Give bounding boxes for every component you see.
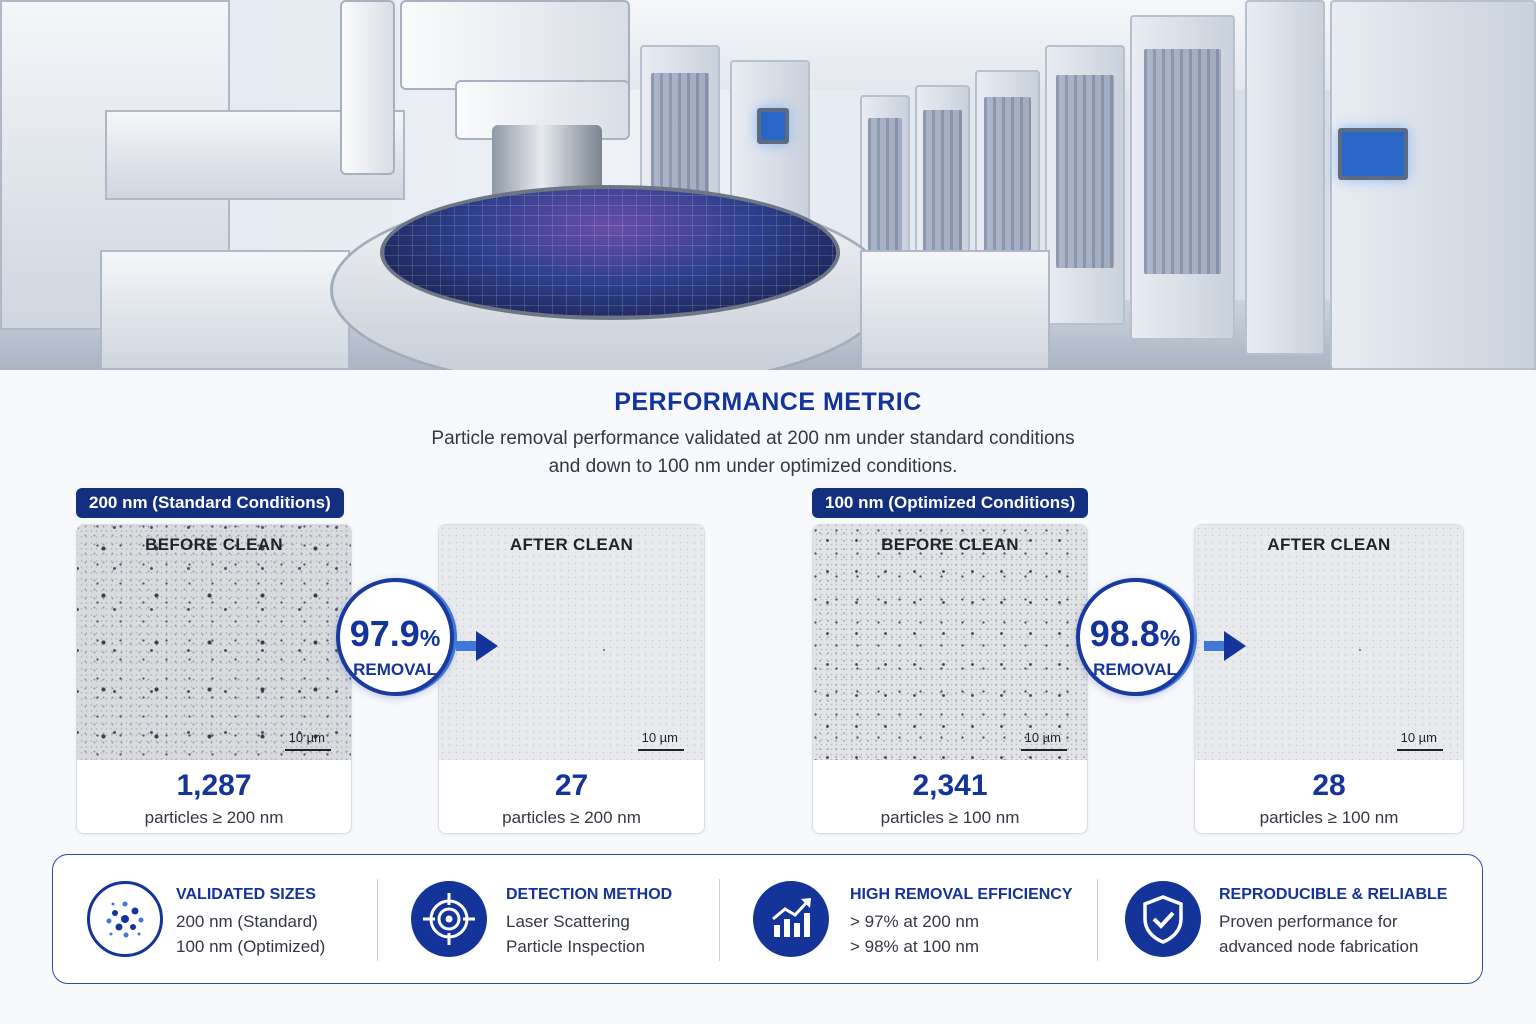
feature-text: 200 nm (Standard) — [176, 912, 318, 931]
equipment-cabinet — [1330, 0, 1536, 370]
scale-bar-label: 10 µm — [288, 730, 325, 745]
particle-micrograph-before — [813, 525, 1087, 760]
feature-text: > 98% at 100 nm — [850, 937, 980, 956]
divider — [719, 879, 720, 961]
group-label-200nm: 200 nm (Standard Conditions) — [76, 488, 344, 518]
particles-icon — [87, 881, 163, 957]
arrow-right-icon — [456, 631, 498, 661]
feature-title: HIGH REMOVAL EFFICIENCY — [850, 886, 1073, 903]
before-clean-panel-100nm: BEFORE CLEAN 10 µm 2,341 particles ≥ 100… — [812, 524, 1088, 834]
removal-badge-100nm: 98.8% REMOVAL — [1076, 578, 1194, 696]
tool-frame — [860, 250, 1050, 370]
percent-sign: % — [1159, 625, 1181, 651]
micrograph-label: BEFORE CLEAN — [145, 535, 283, 554]
feature-text: 100 nm (Optimized) — [176, 937, 326, 956]
subtitle-line: Particle removal performance validated a… — [431, 428, 1075, 449]
divider — [1097, 879, 1098, 961]
subtitle-line: and down to 100 nm under optimized condi… — [548, 456, 958, 477]
shield-check-icon — [1125, 881, 1201, 957]
scale-bar — [1021, 749, 1067, 751]
hero-photo-wafer-cleaning-tool — [0, 0, 1536, 370]
micrograph-label: AFTER CLEAN — [1267, 535, 1391, 554]
feature-text: Laser Scattering — [506, 912, 630, 931]
after-clean-panel-200nm: AFTER CLEAN 10 µm 27 particles ≥ 200 nm — [438, 524, 705, 834]
scale-bar — [638, 749, 684, 751]
target-icon — [411, 881, 487, 957]
scale-bar — [1397, 749, 1443, 751]
feature-text: advanced node fabrication — [1219, 937, 1419, 956]
feature-title: VALIDATED SIZES — [176, 886, 316, 903]
removal-badge-200nm: 97.9% REMOVAL — [336, 578, 454, 696]
page-subtitle: Particle removal performance validated a… — [0, 425, 1506, 481]
removal-label: REMOVAL — [1093, 660, 1177, 679]
particle-count: 27 — [554, 769, 589, 802]
particle-micrograph-before — [77, 525, 351, 760]
particle-count-unit: particles ≥ 200 nm — [144, 808, 284, 827]
silicon-wafer — [380, 185, 840, 320]
equipment-cabinet — [1045, 45, 1125, 325]
divider — [377, 879, 378, 961]
control-monitor — [757, 108, 789, 144]
control-monitor — [1338, 128, 1408, 180]
removal-percentage: 97.9% — [340, 614, 450, 658]
robot-arm — [400, 0, 630, 90]
scale-bar — [285, 749, 331, 751]
percent-sign: % — [419, 625, 441, 651]
chart-up-icon — [753, 881, 829, 957]
micrograph-label: AFTER CLEAN — [509, 535, 634, 554]
feature-summary-bar: VALIDATED SIZES 200 nm (Standard) 100 nm… — [52, 854, 1483, 984]
scale-bar-label: 10 µm — [641, 730, 678, 745]
feature-text: Proven performance for — [1219, 912, 1398, 931]
arrow-right-icon — [1204, 631, 1246, 661]
feature-text: > 97% at 200 nm — [850, 912, 980, 931]
micrograph-label: BEFORE CLEAN — [881, 535, 1019, 554]
removal-percentage: 98.8% — [1080, 614, 1190, 658]
group-label-100nm: 100 nm (Optimized Conditions) — [812, 488, 1089, 518]
particle-count: 28 — [1312, 769, 1346, 802]
scale-bar-label: 10 µm — [1024, 730, 1061, 745]
robot-arm — [340, 0, 395, 175]
feature-title: DETECTION METHOD — [506, 886, 673, 903]
feature-text: Particle Inspection — [506, 937, 645, 956]
equipment-cabinet — [1245, 0, 1325, 355]
particle-count-unit: particles ≥ 100 nm — [880, 808, 1020, 827]
particle-count-unit: particles ≥ 100 nm — [1259, 808, 1399, 827]
particle-count: 1,287 — [176, 769, 252, 802]
tool-frame — [100, 250, 350, 370]
after-clean-panel-100nm: AFTER CLEAN 10 µm 28 particles ≥ 100 nm — [1194, 524, 1464, 834]
scale-bar-label: 10 µm — [1400, 730, 1437, 745]
removal-value: 97.9 — [349, 613, 420, 654]
removal-label: REMOVAL — [353, 660, 437, 679]
removal-value: 98.8 — [1089, 613, 1160, 654]
before-clean-panel-200nm: BEFORE CLEAN 10 µm 1,287 particles ≥ 200… — [76, 524, 352, 834]
feature-title: REPRODUCIBLE & RELIABLE — [1219, 886, 1448, 903]
particle-count: 2,341 — [912, 769, 988, 802]
equipment-cabinet — [1130, 15, 1235, 340]
page-title: PERFORMANCE METRIC — [614, 388, 922, 416]
particle-count-unit: particles ≥ 200 nm — [502, 808, 641, 827]
